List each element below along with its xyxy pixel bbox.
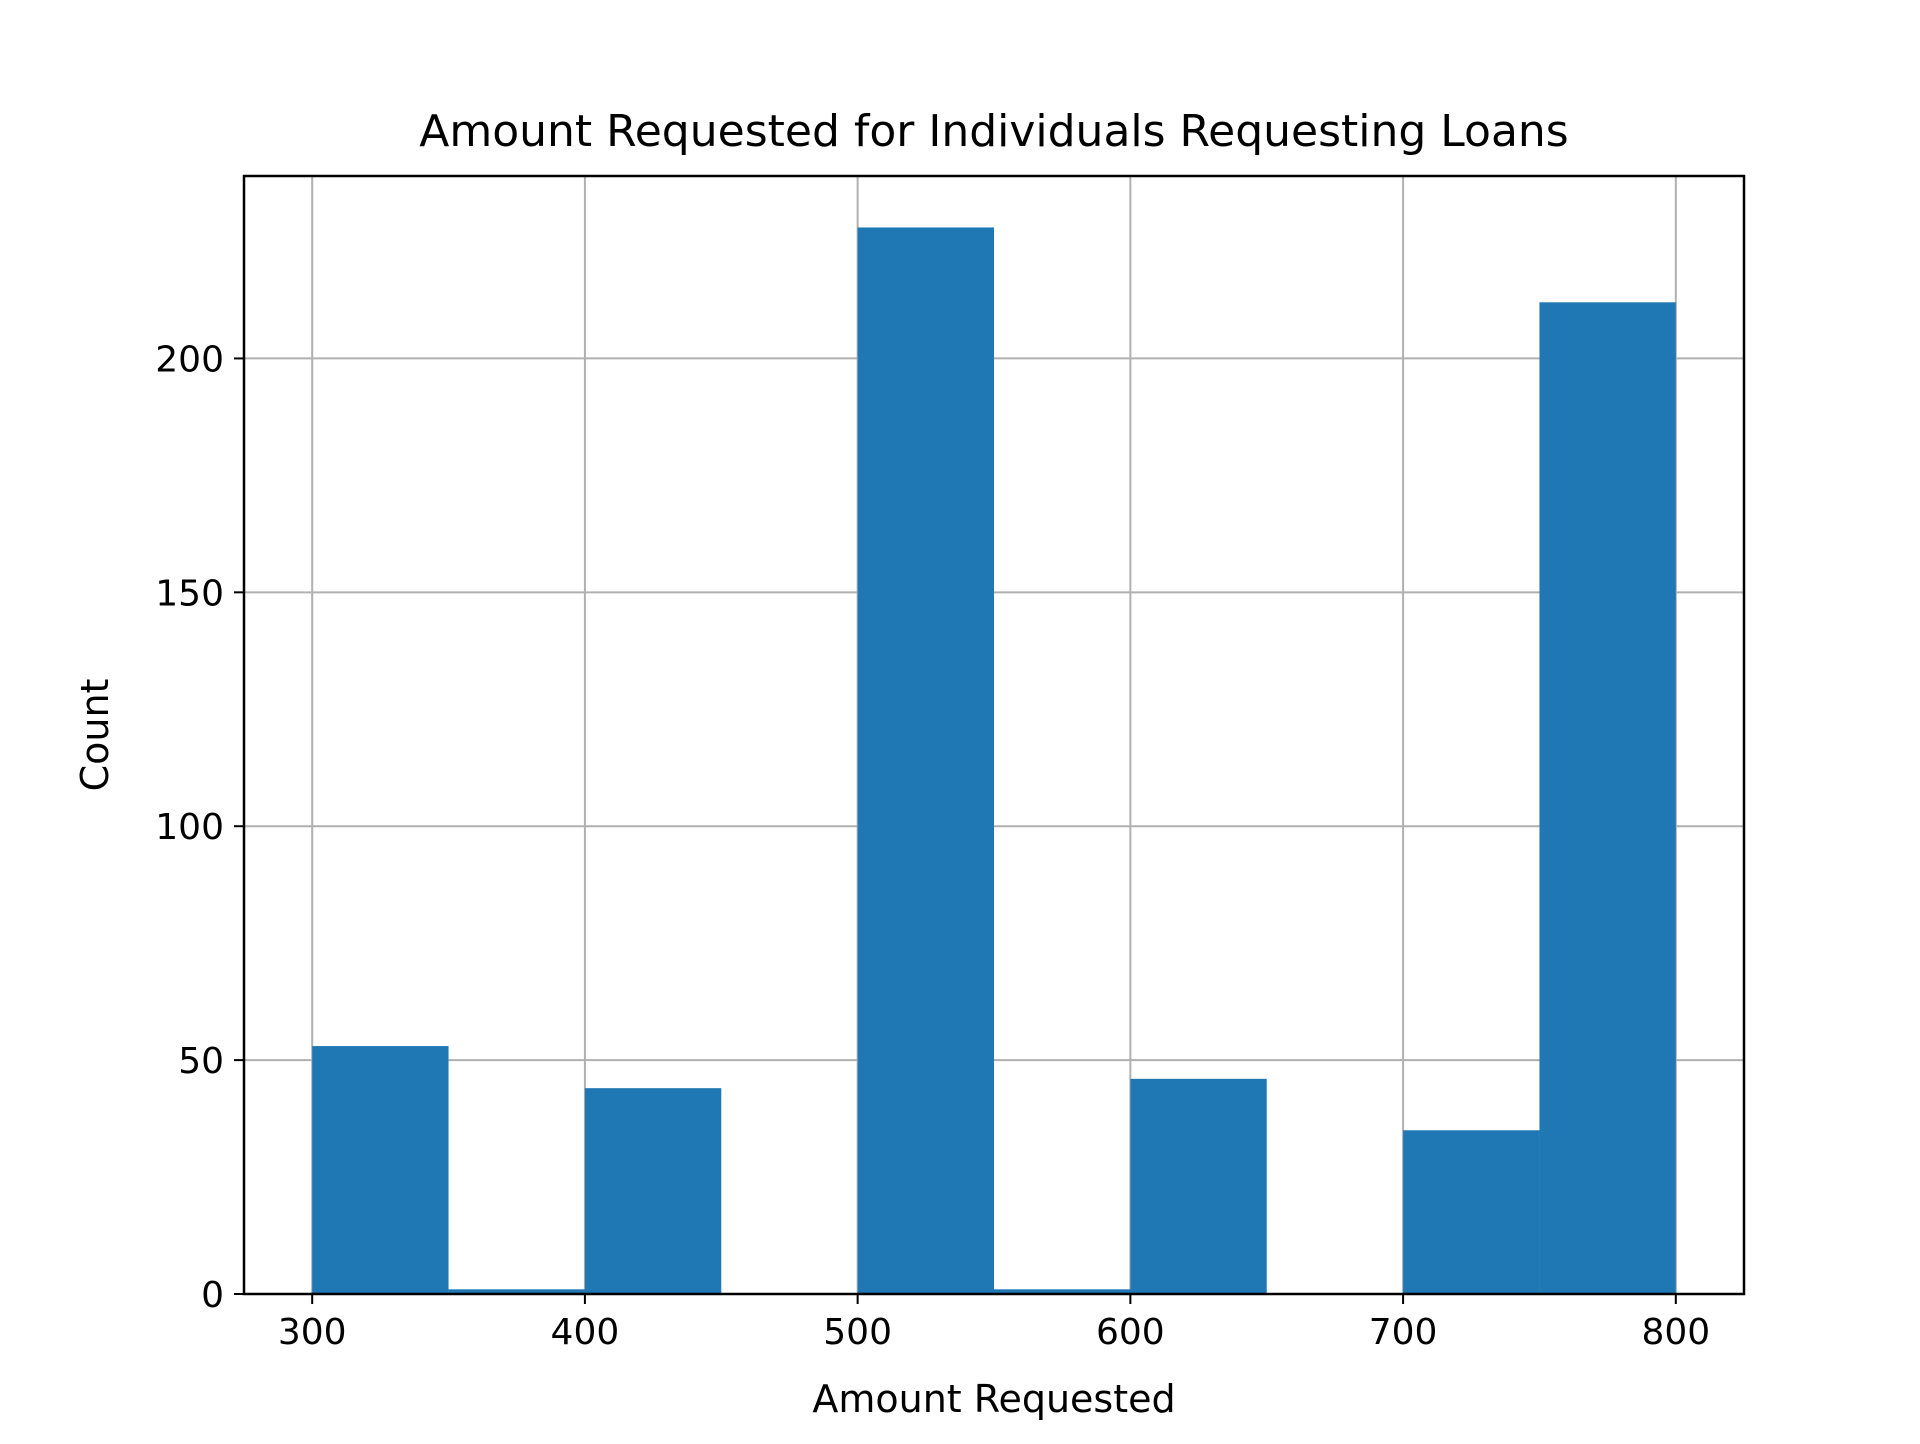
- histogram-bar-400-450: [584, 1088, 722, 1294]
- bar-layer: [312, 227, 1676, 1295]
- x-axis-label: Amount Requested: [812, 1377, 1175, 1421]
- x-tick-label: 400: [551, 1312, 620, 1353]
- y-tick-label: 50: [178, 1041, 224, 1082]
- chart-title: Amount Requested for Individuals Request…: [419, 106, 1568, 157]
- histogram-bar-600-650: [1130, 1078, 1267, 1294]
- x-tick-label: 600: [1096, 1312, 1165, 1353]
- histogram-bar-300-350: [312, 1046, 449, 1294]
- y-axis-label: Count: [73, 679, 117, 792]
- histogram-bar-500-550: [857, 227, 994, 1295]
- histogram-bar-350-400: [448, 1289, 585, 1294]
- x-tick-label: 300: [278, 1312, 347, 1353]
- y-tick-label: 150: [155, 573, 224, 614]
- tick-layer: 300 400 500 600 700 800 0 50 100 150 200: [155, 339, 1710, 1353]
- x-tick-label: 500: [823, 1312, 892, 1353]
- y-tick-label: 100: [155, 807, 224, 848]
- y-tick-label: 0: [201, 1275, 224, 1316]
- histogram-bar-550-600: [994, 1289, 1131, 1294]
- histogram-bar-700-750: [1403, 1130, 1540, 1294]
- x-tick-label: 700: [1369, 1312, 1438, 1353]
- histogram-bar-750-800: [1539, 302, 1676, 1294]
- x-tick-label: 800: [1641, 1312, 1710, 1353]
- plot-frame: [242, 174, 1746, 1296]
- y-tick-label: 200: [155, 339, 224, 380]
